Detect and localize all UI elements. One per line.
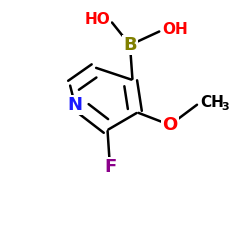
Text: HO: HO (84, 12, 110, 28)
Text: O: O (162, 116, 178, 134)
Text: N: N (68, 96, 82, 114)
Text: F: F (104, 158, 116, 176)
Text: 3: 3 (221, 102, 229, 112)
Text: OH: OH (162, 22, 188, 38)
Text: CH: CH (200, 95, 224, 110)
Text: B: B (123, 36, 137, 54)
